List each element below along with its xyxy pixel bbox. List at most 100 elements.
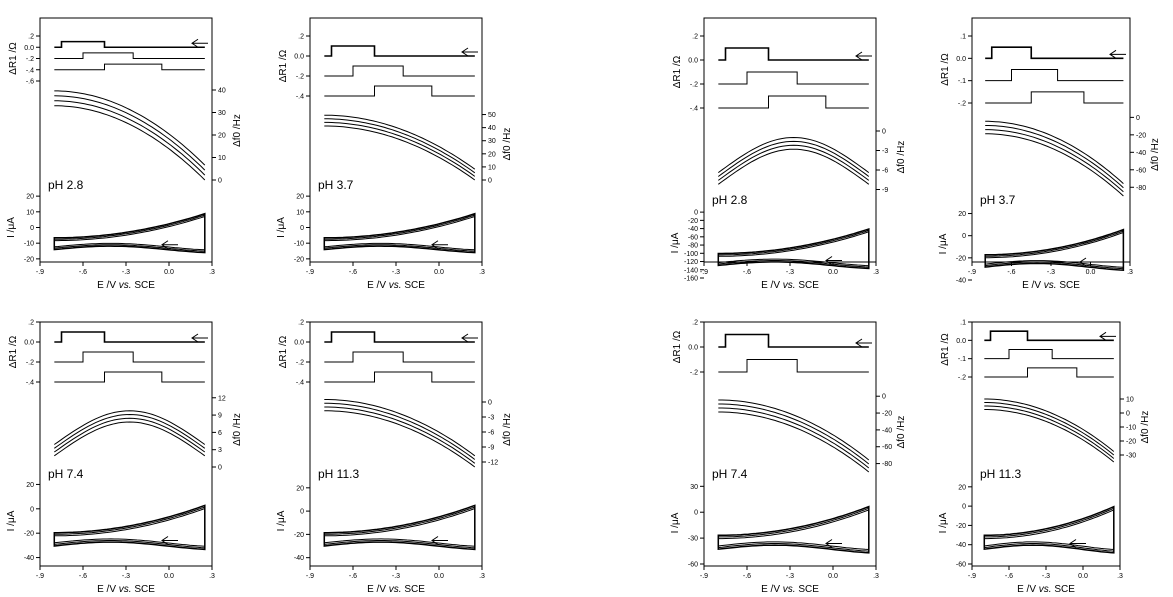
- i-tick-label: 20: [296, 485, 304, 492]
- i-axis-label: I /μA: [6, 510, 17, 531]
- x-tick-label: -.3: [1047, 269, 1055, 276]
- i-tick-label: 0: [694, 210, 698, 217]
- trace-group: [717, 47, 870, 270]
- r-tick-label: -.4: [26, 67, 34, 74]
- r-tick-label: .2: [298, 320, 304, 327]
- current-trace: [323, 507, 476, 547]
- i-axis-label: I /μA: [670, 512, 681, 533]
- f-tick-label: 9: [218, 413, 222, 420]
- x-tick-label: 0.0: [1086, 269, 1096, 276]
- x-tick-label: .3: [209, 269, 215, 276]
- panel-6: -.9 -.6 -.3 0.0 .3 E /V vs. SCE .2 0.0 -.2 -.4 20 0…: [276, 320, 513, 596]
- resistance-trace: [984, 367, 1114, 378]
- x-tick-label: -.3: [786, 573, 794, 580]
- x-axis-label: E /V vs. SCE: [97, 584, 155, 592]
- x-tick-label: 0.0: [1078, 573, 1088, 580]
- f-tick-label: -20: [1126, 439, 1136, 446]
- x-axis-label: E /V vs. SCE: [367, 280, 425, 291]
- r-axis-label: ΔR1 /Ω: [940, 53, 951, 86]
- i-tick-label: 20: [296, 194, 304, 201]
- r-tick-label: 0.0: [956, 56, 966, 63]
- frequency-trace: [718, 140, 870, 177]
- x-tick-label: .3: [1117, 573, 1123, 580]
- r-tick-label: -.4: [296, 94, 304, 101]
- frequency-trace: [54, 105, 206, 181]
- panel-2: -.9 -.6 -.3 0.0 .3 E /V vs. SCE .2 0.0 -.2 -.4 20 1…: [276, 17, 513, 291]
- x-tick-label: -.9: [36, 573, 44, 580]
- x-tick-label: -.3: [122, 269, 130, 276]
- resistance-trace: [324, 65, 475, 77]
- x-tick-label: .3: [873, 269, 879, 276]
- i-tick-label: -80: [688, 243, 698, 250]
- i-tick-label: -60: [956, 562, 966, 569]
- frequency-trace: [54, 410, 206, 445]
- f-tick-label: -60: [1136, 167, 1146, 174]
- i-tick-label: -40: [24, 555, 34, 562]
- f-tick-label: -3: [882, 148, 888, 155]
- frequency-trace: [324, 121, 476, 177]
- direction-arrow: [825, 256, 842, 265]
- f-tick-label: 10: [218, 155, 226, 162]
- f-tick-label: 0: [1136, 115, 1140, 122]
- x-tick-label: -.3: [392, 573, 400, 580]
- frequency-trace: [54, 90, 206, 166]
- resistance-trace: [984, 349, 1114, 360]
- frequency-trace: [718, 148, 870, 185]
- f-tick-label: 10: [1126, 397, 1134, 404]
- ph-label: pH 2.8: [48, 178, 84, 192]
- direction-arrow: [855, 338, 872, 348]
- f-tick-label: 20: [488, 151, 496, 158]
- direction-arrow: [825, 539, 842, 548]
- resistance-trace: [324, 331, 475, 343]
- x-tick-label: -.9: [306, 269, 314, 276]
- i-tick-label: 20: [958, 484, 966, 491]
- r-axis-label: ΔR1 /Ω: [8, 335, 19, 368]
- x-tick-label: -.3: [392, 269, 400, 276]
- f-tick-label: -10: [1126, 425, 1136, 432]
- f-tick-label: 30: [488, 138, 496, 145]
- x-tick-label: -.3: [1042, 573, 1050, 580]
- frequency-trace: [985, 120, 1124, 184]
- r-tick-label: -.1: [958, 78, 966, 85]
- i-tick-label: 0: [30, 225, 34, 232]
- frequency-trace: [324, 410, 476, 468]
- x-tick-label: -.3: [122, 573, 130, 580]
- frequency-trace: [324, 114, 476, 170]
- direction-arrow: [431, 240, 448, 250]
- i-tick-label: 0: [300, 225, 304, 232]
- frequency-trace: [985, 133, 1124, 197]
- r-tick-label: -.2: [958, 375, 966, 382]
- f-tick-label: 0: [1126, 411, 1130, 418]
- i-tick-label: -20: [688, 218, 698, 225]
- x-axis-label: E /V vs. SCE: [761, 280, 819, 291]
- r-tick-label: -.2: [690, 82, 698, 89]
- direction-arrow: [1109, 49, 1126, 59]
- i-tick-label: -40: [294, 555, 304, 562]
- i-tick-label: -20: [956, 255, 966, 262]
- trace-group: [53, 331, 206, 551]
- x-tick-label: -.6: [1007, 269, 1015, 276]
- r-axis-label: ΔR1 /Ω: [8, 42, 19, 75]
- f-tick-label: -3: [488, 415, 494, 422]
- f-tick-label: -80: [882, 461, 892, 468]
- current-trace: [53, 507, 206, 547]
- x-tick-label: -.3: [786, 269, 794, 276]
- f-tick-label: -20: [1136, 132, 1146, 139]
- r-tick-label: -.1: [958, 356, 966, 363]
- f-tick-label: 0: [488, 178, 492, 185]
- f-tick-label: -6: [882, 168, 888, 175]
- f-tick-label: -12: [488, 460, 498, 467]
- i-tick-label: -20: [956, 523, 966, 530]
- frequency-trace: [718, 407, 870, 469]
- panel-8: -.9 -.6 -.3 0.0 .3 E /V vs. SCE .1 0.0 -.1 -.2 20 0…: [938, 320, 1151, 596]
- i-axis-label: I /μA: [938, 512, 949, 533]
- panel-5: -.9 -.6 -.3 0.0 .3 E /V vs. SCE .2 0.0 -.2 -.4 20 0…: [6, 320, 243, 596]
- r-tick-label: 0.0: [688, 58, 698, 65]
- frequency-trace: [984, 402, 1115, 456]
- f-tick-label: -40: [1136, 150, 1146, 157]
- i-tick-label: 30: [690, 484, 698, 491]
- i-tick-label: -20: [24, 531, 34, 538]
- i-tick-label: -100: [684, 251, 698, 258]
- direction-arrow: [461, 47, 478, 57]
- x-tick-label: 0.0: [434, 573, 444, 580]
